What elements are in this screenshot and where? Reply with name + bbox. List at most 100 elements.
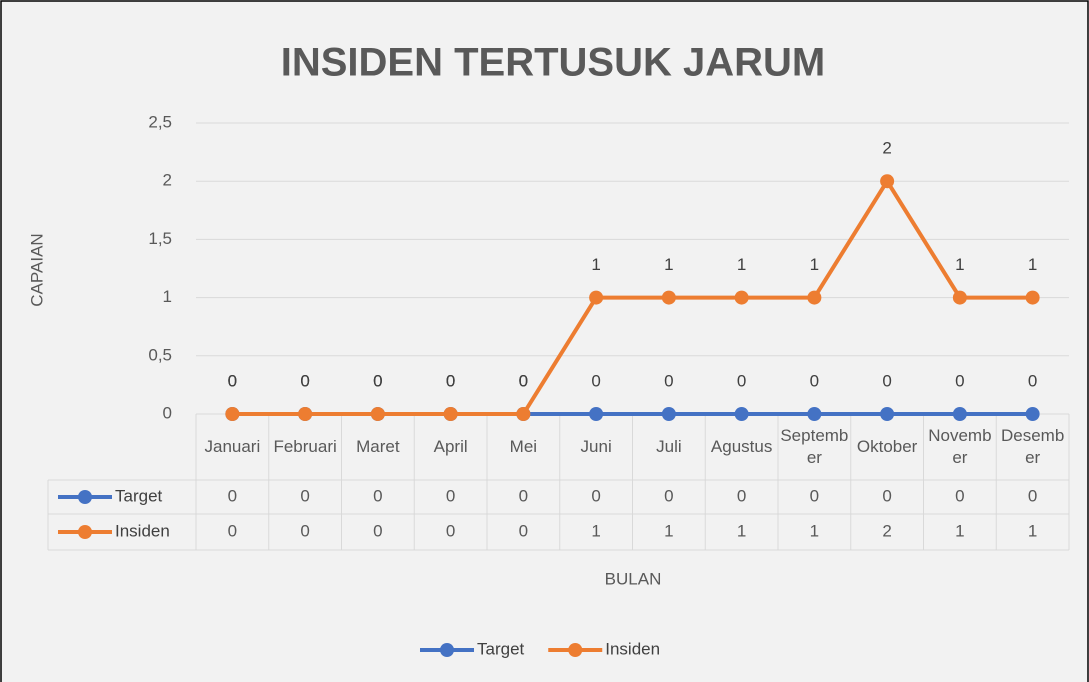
data-label: 0: [882, 371, 891, 390]
table-value: 0: [882, 486, 891, 505]
table-value: 0: [955, 486, 964, 505]
x-tick-label-box: Juli: [656, 437, 682, 456]
data-label: 2: [882, 139, 891, 158]
table-value: 1: [737, 521, 746, 540]
table-value: 0: [446, 521, 455, 540]
table-row-label: Insiden: [115, 521, 170, 540]
table-value: 0: [591, 486, 600, 505]
x-tick-label: April: [433, 437, 468, 456]
x-tick-label: Juli: [656, 437, 682, 456]
point-marker: [880, 174, 895, 189]
data-label: 0: [519, 371, 528, 390]
table-legend-key-marker: [78, 490, 92, 504]
y-tick-label: 1: [163, 287, 172, 306]
table-value: 0: [737, 486, 746, 505]
y-tick-label: 2,5: [148, 112, 172, 131]
x-axis-label: BULAN: [605, 569, 662, 588]
point-marker: [443, 407, 458, 421]
x-tick-label: Maret: [356, 437, 400, 456]
data-label: 0: [1028, 371, 1037, 390]
point-marker: [1025, 407, 1040, 421]
data-label: 0: [300, 371, 309, 390]
point-marker: [589, 290, 604, 305]
series-line: [232, 179, 1033, 416]
point-marker: [952, 290, 967, 305]
data-label: 0: [664, 371, 673, 390]
data-label: 0: [300, 371, 309, 390]
point-marker: [370, 407, 385, 421]
x-tick-label: Oktober: [856, 437, 918, 456]
table-value: 0: [519, 486, 528, 505]
point-marker: [734, 290, 749, 305]
data-label: 1: [1028, 255, 1037, 274]
data-label: 0: [955, 371, 964, 390]
point-marker: [807, 407, 822, 421]
table-value: 0: [228, 486, 237, 505]
x-tick-label-box: September: [780, 426, 849, 467]
x-tick-label: Februari: [273, 437, 337, 456]
x-tick-label: September: [780, 426, 849, 467]
legend-label: Insiden: [605, 639, 660, 658]
data-label: 0: [519, 371, 528, 390]
y-tick-label: 0,5: [148, 345, 172, 364]
chart-title: INSIDEN TERTUSUK JARUM: [281, 41, 825, 85]
y-axis-label: CAPAIAN: [27, 233, 46, 306]
data-label: 1: [955, 255, 964, 274]
y-tick-label: 0: [163, 403, 172, 422]
table-value: 0: [664, 486, 673, 505]
legend-key-marker: [568, 643, 583, 657]
data-label: 1: [810, 255, 819, 274]
x-tick-label: Agustus: [710, 437, 773, 456]
x-tick-label-box: April: [433, 437, 468, 456]
point-marker: [952, 407, 967, 421]
table-value: 0: [519, 521, 528, 540]
x-tick-label-box: Mei: [509, 437, 538, 456]
table-value: 1: [810, 521, 819, 540]
x-tick-label-box: Januari: [204, 437, 260, 456]
table-value: 1: [1028, 521, 1037, 540]
y-tick-label: 1,5: [148, 229, 172, 248]
x-tick-label-box: Agustus: [710, 437, 773, 456]
point-marker: [807, 290, 822, 305]
point-marker: [589, 407, 604, 421]
x-tick-label: Desember: [1000, 426, 1065, 467]
data-label: 1: [664, 255, 673, 274]
x-tick-label-box: Oktober: [856, 437, 918, 456]
table-value: 1: [955, 521, 964, 540]
table-value: 0: [300, 486, 309, 505]
point-marker: [734, 407, 749, 421]
table-value: 0: [446, 486, 455, 505]
x-tick-label-box: Desember: [1000, 426, 1065, 467]
y-tick-label: 2: [163, 171, 172, 190]
data-label: 0: [373, 371, 382, 390]
point-marker: [1025, 290, 1040, 305]
point-marker: [225, 407, 240, 421]
table-value: 0: [373, 486, 382, 505]
point-marker: [298, 407, 313, 421]
table-value: 1: [664, 521, 673, 540]
table-row-label: Target: [115, 486, 163, 505]
table-value: 2: [882, 521, 891, 540]
point-marker: [880, 407, 895, 421]
data-label: 0: [446, 371, 455, 390]
table-value: 0: [300, 521, 309, 540]
x-tick-label: November: [928, 426, 992, 467]
table-value: 1: [591, 521, 600, 540]
table-value: 0: [1028, 486, 1037, 505]
legend-label: Target: [477, 639, 525, 658]
data-label: 0: [810, 371, 819, 390]
data-label: 0: [446, 371, 455, 390]
table-value: 0: [373, 521, 382, 540]
point-marker: [661, 407, 676, 421]
data-label: 0: [228, 371, 237, 390]
x-tick-label-box: November: [928, 426, 992, 467]
data-label: 1: [591, 255, 600, 274]
data-label: 0: [228, 371, 237, 390]
data-label: 1: [737, 255, 746, 274]
x-tick-label: Mei: [509, 437, 538, 456]
x-tick-label-box: Februari: [273, 437, 337, 456]
table-legend-key-marker: [78, 525, 92, 539]
table-value: 0: [228, 521, 237, 540]
